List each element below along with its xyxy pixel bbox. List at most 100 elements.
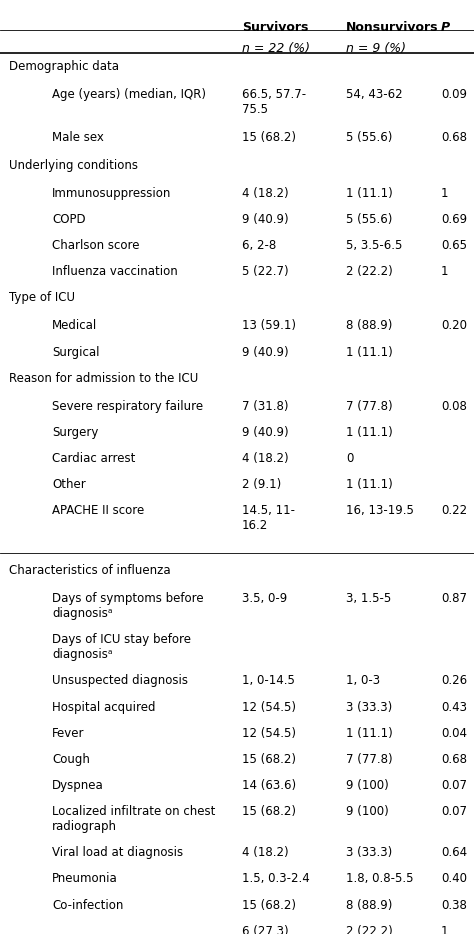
Text: 2 (22.2): 2 (22.2) (346, 265, 393, 278)
Text: n = 9 (%): n = 9 (%) (346, 42, 406, 55)
Text: 15 (68.2): 15 (68.2) (242, 899, 296, 912)
Text: n = 22 (%): n = 22 (%) (242, 42, 310, 55)
Text: APACHE II score: APACHE II score (52, 504, 145, 517)
Text: 0.69: 0.69 (441, 213, 467, 226)
Text: Co-infection: Co-infection (52, 899, 124, 912)
Text: 0: 0 (346, 452, 354, 465)
Text: 5 (22.7): 5 (22.7) (242, 265, 288, 278)
Text: 3.5, 0-9: 3.5, 0-9 (242, 592, 287, 605)
Text: 1.8, 0.8-5.5: 1.8, 0.8-5.5 (346, 872, 413, 885)
Text: 1 (11.1): 1 (11.1) (346, 187, 393, 200)
Text: 14 (63.6): 14 (63.6) (242, 779, 296, 792)
Text: Other: Other (52, 478, 86, 491)
Text: Hospital acquired: Hospital acquired (52, 700, 155, 714)
Text: 9 (100): 9 (100) (346, 779, 389, 792)
Text: 12 (54.5): 12 (54.5) (242, 727, 296, 740)
Text: 6 (27.3): 6 (27.3) (242, 925, 288, 934)
Text: Surgery: Surgery (52, 426, 99, 439)
Text: 0.38: 0.38 (441, 899, 467, 912)
Text: 0.68: 0.68 (441, 753, 467, 766)
Text: 3, 1.5-5: 3, 1.5-5 (346, 592, 391, 605)
Text: 15 (68.2): 15 (68.2) (242, 131, 296, 144)
Text: 0.87: 0.87 (441, 592, 467, 605)
Text: Medical: Medical (52, 319, 97, 333)
Text: Localized infiltrate on chest
radiograph: Localized infiltrate on chest radiograph (52, 805, 216, 833)
Text: 8 (88.9): 8 (88.9) (346, 899, 392, 912)
Text: Nonsurvivors: Nonsurvivors (346, 21, 438, 34)
Text: 4 (18.2): 4 (18.2) (242, 452, 288, 465)
Text: 0.43: 0.43 (441, 700, 467, 714)
Text: 4 (18.2): 4 (18.2) (242, 187, 288, 200)
Text: 1.5, 0.3-2.4: 1.5, 0.3-2.4 (242, 872, 310, 885)
Text: 7 (31.8): 7 (31.8) (242, 400, 288, 413)
Text: 1 (11.1): 1 (11.1) (346, 478, 393, 491)
Text: 12 (54.5): 12 (54.5) (242, 700, 296, 714)
Text: 1 (11.1): 1 (11.1) (346, 346, 393, 359)
Text: 0.26: 0.26 (441, 674, 467, 687)
Text: Male sex: Male sex (52, 131, 104, 144)
Text: Unsuspected diagnosis: Unsuspected diagnosis (52, 674, 188, 687)
Text: 1: 1 (441, 925, 448, 934)
Text: 0.22: 0.22 (441, 504, 467, 517)
Text: 1, 0-14.5: 1, 0-14.5 (242, 674, 295, 687)
Text: 1 (11.1): 1 (11.1) (346, 426, 393, 439)
Text: Cough: Cough (52, 753, 90, 766)
Text: Immunosuppression: Immunosuppression (52, 187, 172, 200)
Text: Days of symptoms before
diagnosisᵃ: Days of symptoms before diagnosisᵃ (52, 592, 204, 620)
Text: 0.65: 0.65 (441, 239, 467, 252)
Text: 3 (33.3): 3 (33.3) (346, 846, 392, 859)
Text: 7 (77.8): 7 (77.8) (346, 753, 392, 766)
Text: 3 (33.3): 3 (33.3) (346, 700, 392, 714)
Text: Reason for admission to the ICU: Reason for admission to the ICU (9, 372, 199, 385)
Text: 5 (55.6): 5 (55.6) (346, 131, 392, 144)
Text: 66.5, 57.7-
75.5: 66.5, 57.7- 75.5 (242, 88, 306, 116)
Text: 6, 2-8: 6, 2-8 (242, 239, 276, 252)
Text: 0.07: 0.07 (441, 805, 467, 818)
Text: Charlson score: Charlson score (52, 239, 140, 252)
Text: Surgical: Surgical (52, 346, 100, 359)
Text: 9 (40.9): 9 (40.9) (242, 426, 288, 439)
Text: 2 (22.2): 2 (22.2) (346, 925, 393, 934)
Text: Dyspnea: Dyspnea (52, 779, 104, 792)
Text: Characteristics of influenza: Characteristics of influenza (9, 564, 171, 577)
Text: 0.09: 0.09 (441, 88, 467, 101)
Text: Survivors: Survivors (242, 21, 308, 34)
Text: COPD: COPD (52, 213, 86, 226)
Text: 13 (59.1): 13 (59.1) (242, 319, 296, 333)
Text: Pneumonia: Pneumonia (52, 872, 118, 885)
Text: 5, 3.5-6.5: 5, 3.5-6.5 (346, 239, 402, 252)
Text: 0.20: 0.20 (441, 319, 467, 333)
Text: 0.64: 0.64 (441, 846, 467, 859)
Text: Viral load at diagnosis: Viral load at diagnosis (52, 846, 183, 859)
Text: 1 (11.1): 1 (11.1) (346, 727, 393, 740)
Text: Underlying conditions: Underlying conditions (9, 159, 138, 172)
Text: 5 (55.6): 5 (55.6) (346, 213, 392, 226)
Text: Influenza vaccination: Influenza vaccination (52, 265, 178, 278)
Text: 54, 43-62: 54, 43-62 (346, 88, 402, 101)
Text: 16, 13-19.5: 16, 13-19.5 (346, 504, 414, 517)
Text: Demographic data: Demographic data (9, 60, 119, 73)
Text: 9 (100): 9 (100) (346, 805, 389, 818)
Text: 4 (18.2): 4 (18.2) (242, 846, 288, 859)
Text: 0.08: 0.08 (441, 400, 467, 413)
Text: 1: 1 (441, 187, 448, 200)
Text: Severe respiratory failure: Severe respiratory failure (52, 400, 203, 413)
Text: 0.40: 0.40 (441, 872, 467, 885)
Text: Type of ICU: Type of ICU (9, 291, 75, 304)
Text: P: P (441, 21, 450, 34)
Text: 0.68: 0.68 (441, 131, 467, 144)
Text: 2 (9.1): 2 (9.1) (242, 478, 281, 491)
Text: 9 (40.9): 9 (40.9) (242, 346, 288, 359)
Text: 0.04: 0.04 (441, 727, 467, 740)
Text: 0.07: 0.07 (441, 779, 467, 792)
Text: 8 (88.9): 8 (88.9) (346, 319, 392, 333)
Text: 15 (68.2): 15 (68.2) (242, 753, 296, 766)
Text: Cardiac arrest: Cardiac arrest (52, 452, 136, 465)
Text: Age (years) (median, IQR): Age (years) (median, IQR) (52, 88, 206, 101)
Text: 15 (68.2): 15 (68.2) (242, 805, 296, 818)
Text: 14.5, 11-
16.2: 14.5, 11- 16.2 (242, 504, 295, 532)
Text: 1: 1 (441, 265, 448, 278)
Text: 1, 0-3: 1, 0-3 (346, 674, 380, 687)
Text: Fever: Fever (52, 727, 85, 740)
Text: 7 (77.8): 7 (77.8) (346, 400, 392, 413)
